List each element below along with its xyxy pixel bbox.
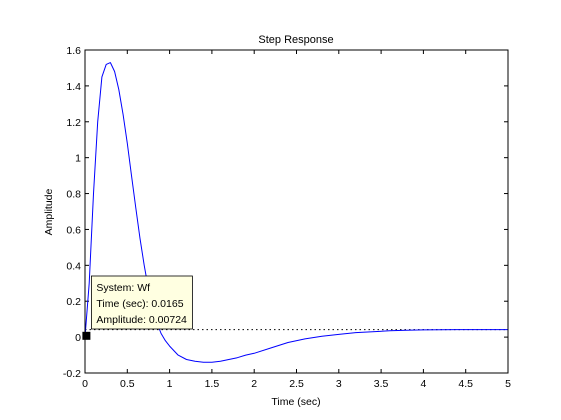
x-tick-label: 3 (336, 378, 342, 390)
y-tick-label: 0 (75, 332, 81, 344)
chart-title: Step Response (258, 34, 333, 46)
y-tick-label: 1.4 (66, 81, 81, 93)
axes-box (84, 49, 509, 374)
x-tick-label: 2 (251, 378, 257, 390)
x-tick-label: 4.5 (458, 378, 473, 390)
y-tick-label: 0.2 (66, 296, 81, 308)
y-tick-label: 1.2 (66, 117, 81, 129)
axis-ticks: 0 0.5 1 1.5 2 2.5 3 3.5 4 4.5 5-0.200.20.40.60.811… (63, 45, 511, 390)
x-tick-label: 5 (505, 378, 511, 390)
datatip[interactable]: System: Wf Time (sec): 0.0165 Amplitude: 0… (82, 275, 193, 340)
x-tick-label: 1.5 (205, 378, 220, 390)
y-tick-label: 0.4 (66, 260, 81, 272)
datatip-line: System: Wf (96, 282, 150, 294)
x-axis-label: Time (sec) (271, 396, 320, 408)
y-tick-label: 1.6 (66, 45, 81, 57)
y-tick-label: 0.6 (66, 224, 81, 236)
x-tick-label: 3.5 (374, 378, 389, 390)
x-tick-label: 0 (82, 378, 88, 390)
y-axis-label: Amplitude (43, 189, 55, 236)
x-tick-label: 0.5 (120, 378, 135, 390)
x-tick-label: 1 (167, 378, 173, 390)
y-tick-label: 1 (75, 153, 81, 165)
x-tick-label: 2.5 (289, 378, 304, 390)
y-tick-label: 0.8 (66, 189, 81, 201)
datatip-marker[interactable] (82, 331, 91, 340)
plot-area (84, 62, 508, 363)
datatip-line: Time (sec): 0.0165 (96, 298, 183, 310)
datatip-box (90, 275, 193, 330)
datatip-line: Amplitude: 0.00724 (96, 314, 187, 326)
y-tick-label: -0.2 (63, 368, 81, 380)
x-tick-label: 4 (420, 378, 426, 390)
series-line (84, 62, 508, 363)
